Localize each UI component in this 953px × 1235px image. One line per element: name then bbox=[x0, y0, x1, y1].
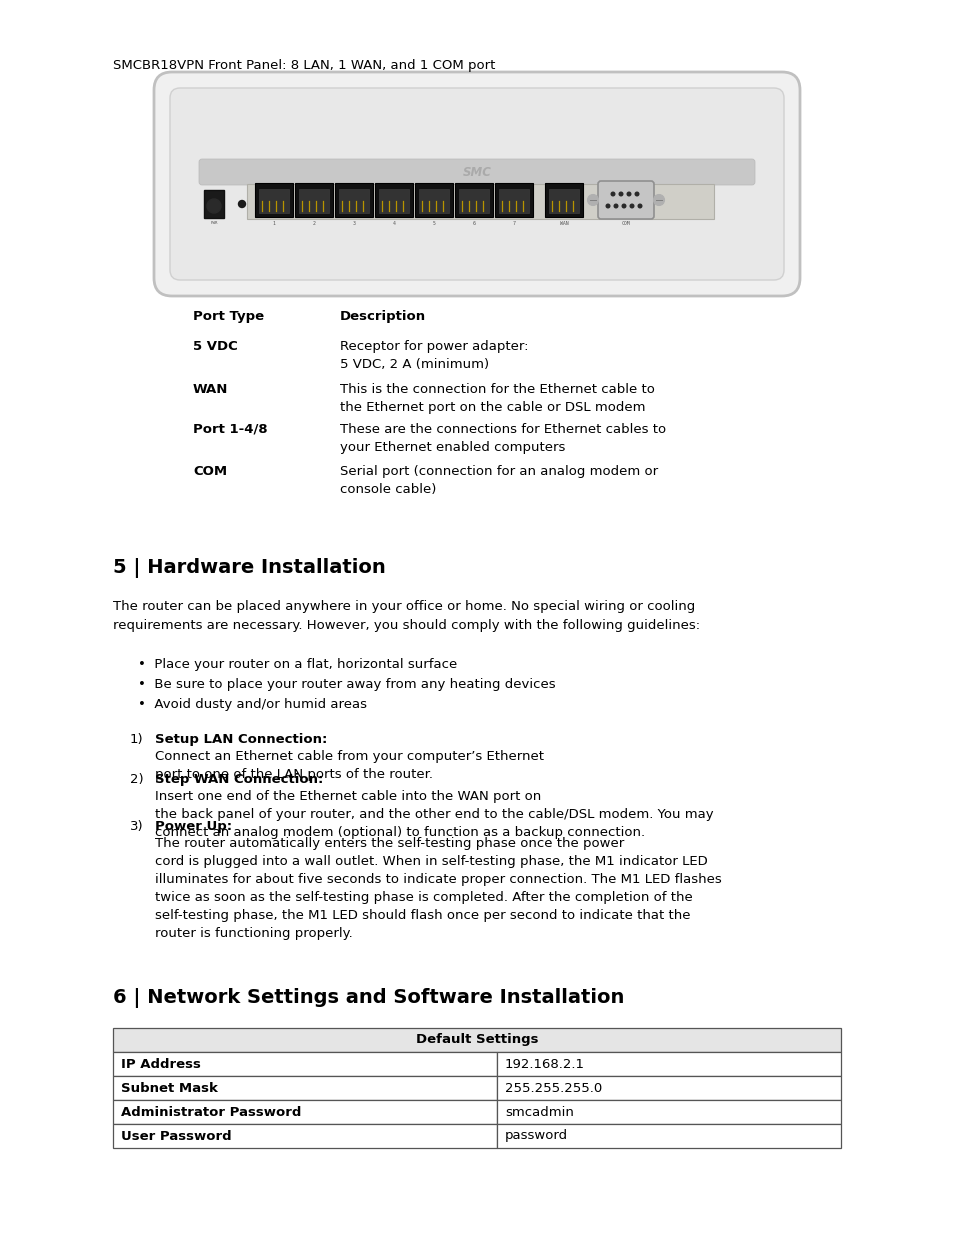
Text: WAN: WAN bbox=[559, 221, 568, 226]
Bar bbox=[458, 189, 489, 212]
Bar bbox=[497, 1124, 841, 1149]
Text: User Password: User Password bbox=[121, 1130, 232, 1142]
Bar bbox=[455, 183, 493, 217]
Bar bbox=[294, 183, 333, 217]
Text: Step WAN Connection:: Step WAN Connection: bbox=[154, 773, 323, 785]
Bar bbox=[375, 183, 413, 217]
Text: 4: 4 bbox=[392, 221, 395, 226]
Text: 1: 1 bbox=[273, 221, 275, 226]
Text: SMCBR18VPN Front Panel: 8 LAN, 1 WAN, and 1 COM port: SMCBR18VPN Front Panel: 8 LAN, 1 WAN, an… bbox=[112, 58, 495, 72]
Text: Connect an Ethernet cable from your computer’s Ethernet
port to one of the LAN p: Connect an Ethernet cable from your comp… bbox=[154, 750, 543, 781]
Circle shape bbox=[614, 204, 618, 207]
Bar bbox=[204, 190, 224, 219]
Text: PWR: PWR bbox=[210, 221, 217, 225]
Text: Insert one end of the Ethernet cable into the WAN port on
the back panel of your: Insert one end of the Ethernet cable int… bbox=[154, 790, 713, 839]
Bar bbox=[415, 183, 453, 217]
Circle shape bbox=[238, 200, 245, 207]
Circle shape bbox=[638, 204, 641, 207]
Text: 6: 6 bbox=[472, 221, 475, 226]
Circle shape bbox=[618, 193, 622, 196]
Text: The router automatically enters the self-testing phase once the power
cord is pl: The router automatically enters the self… bbox=[154, 837, 721, 940]
Text: 3): 3) bbox=[130, 820, 144, 832]
Text: SMC: SMC bbox=[462, 165, 491, 179]
Text: This is the connection for the Ethernet cable to
the Ethernet port on the cable : This is the connection for the Ethernet … bbox=[339, 383, 654, 414]
Text: Serial port (connection for an analog modem or
console cable): Serial port (connection for an analog mo… bbox=[339, 466, 658, 496]
Circle shape bbox=[611, 193, 614, 196]
Bar bbox=[254, 183, 293, 217]
Text: 5 | Hardware Installation: 5 | Hardware Installation bbox=[112, 558, 385, 578]
Text: •  Be sure to place your router away from any heating devices: • Be sure to place your router away from… bbox=[138, 678, 555, 692]
Text: Port Type: Port Type bbox=[193, 310, 264, 324]
Circle shape bbox=[653, 194, 664, 205]
Circle shape bbox=[626, 193, 630, 196]
Text: Administrator Password: Administrator Password bbox=[121, 1105, 301, 1119]
Bar bbox=[544, 183, 582, 217]
Text: 2: 2 bbox=[313, 221, 315, 226]
Text: 5 VDC: 5 VDC bbox=[193, 340, 237, 353]
Bar bbox=[112, 1100, 497, 1124]
Bar bbox=[298, 189, 329, 212]
Bar bbox=[335, 183, 373, 217]
Text: 3: 3 bbox=[353, 221, 355, 226]
FancyBboxPatch shape bbox=[199, 159, 754, 185]
Circle shape bbox=[207, 199, 221, 212]
Bar bbox=[112, 1076, 497, 1100]
Text: COM: COM bbox=[621, 221, 630, 226]
Text: password: password bbox=[504, 1130, 568, 1142]
Text: The router can be placed anywhere in your office or home. No special wiring or c: The router can be placed anywhere in you… bbox=[112, 600, 700, 631]
Text: 5: 5 bbox=[432, 221, 435, 226]
Text: COM: COM bbox=[193, 466, 227, 478]
Bar bbox=[548, 189, 578, 212]
Bar bbox=[495, 183, 533, 217]
Bar bbox=[258, 189, 289, 212]
Text: 192.168.2.1: 192.168.2.1 bbox=[504, 1057, 584, 1071]
FancyBboxPatch shape bbox=[170, 88, 783, 280]
Bar bbox=[112, 1028, 841, 1052]
Bar bbox=[497, 1100, 841, 1124]
Text: WAN: WAN bbox=[193, 383, 228, 396]
Bar bbox=[497, 1076, 841, 1100]
Text: Description: Description bbox=[339, 310, 426, 324]
Text: 6 | Network Settings and Software Installation: 6 | Network Settings and Software Instal… bbox=[112, 988, 623, 1008]
Circle shape bbox=[587, 194, 598, 205]
Bar bbox=[378, 189, 409, 212]
Bar bbox=[247, 184, 713, 219]
Text: •  Avoid dusty and/or humid areas: • Avoid dusty and/or humid areas bbox=[138, 698, 367, 711]
Text: 1): 1) bbox=[130, 734, 144, 746]
Text: Default Settings: Default Settings bbox=[416, 1034, 537, 1046]
Bar bbox=[338, 189, 369, 212]
Bar bbox=[112, 1052, 497, 1076]
Text: Subnet Mask: Subnet Mask bbox=[121, 1082, 217, 1094]
Text: Power Up:: Power Up: bbox=[154, 820, 232, 832]
FancyBboxPatch shape bbox=[153, 72, 800, 296]
Text: smcadmin: smcadmin bbox=[504, 1105, 574, 1119]
Text: 7: 7 bbox=[512, 221, 515, 226]
Text: Setup LAN Connection:: Setup LAN Connection: bbox=[154, 734, 327, 746]
Text: Receptor for power adapter:
5 VDC, 2 A (minimum): Receptor for power adapter: 5 VDC, 2 A (… bbox=[339, 340, 528, 370]
Circle shape bbox=[621, 204, 625, 207]
Circle shape bbox=[635, 193, 639, 196]
Circle shape bbox=[630, 204, 633, 207]
Bar bbox=[498, 189, 529, 212]
Bar bbox=[497, 1052, 841, 1076]
Bar bbox=[418, 189, 449, 212]
Text: These are the connections for Ethernet cables to
your Ethernet enabled computers: These are the connections for Ethernet c… bbox=[339, 424, 665, 454]
Text: 255.255.255.0: 255.255.255.0 bbox=[504, 1082, 601, 1094]
Text: 2): 2) bbox=[130, 773, 144, 785]
Text: Port 1-4/8: Port 1-4/8 bbox=[193, 424, 268, 436]
Text: •  Place your router on a flat, horizontal surface: • Place your router on a flat, horizonta… bbox=[138, 658, 456, 671]
FancyBboxPatch shape bbox=[598, 182, 654, 219]
Text: IP Address: IP Address bbox=[121, 1057, 201, 1071]
Circle shape bbox=[605, 204, 609, 207]
Bar bbox=[112, 1124, 497, 1149]
